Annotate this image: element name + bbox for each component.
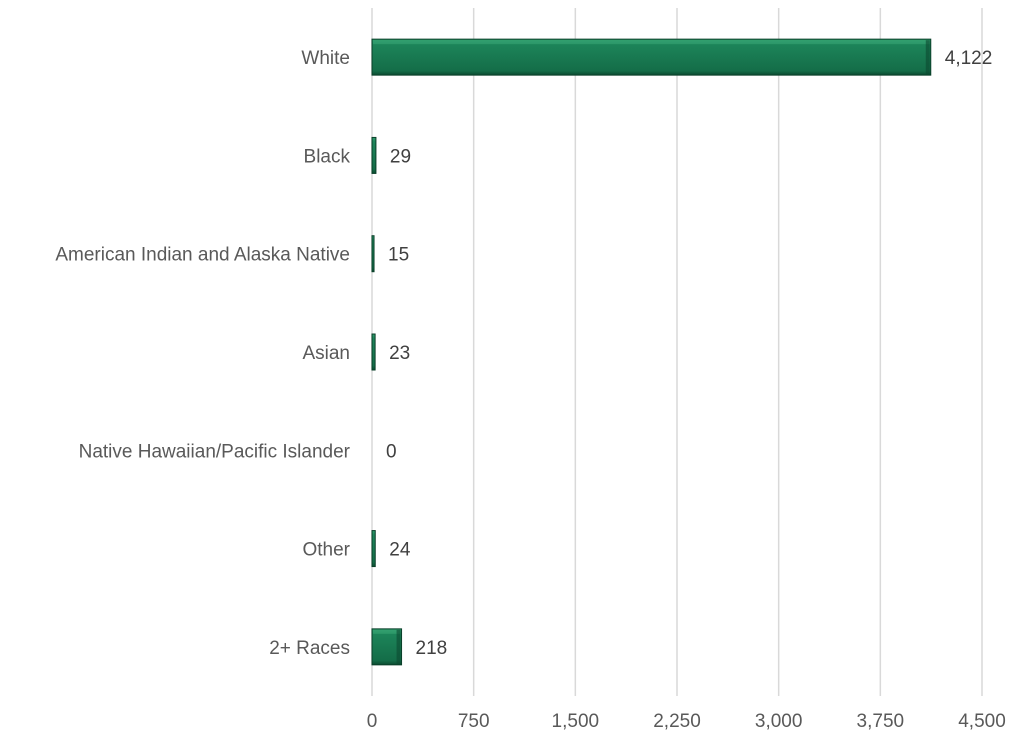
- x-tick-label: 0: [367, 711, 378, 732]
- data-label: 23: [389, 343, 410, 364]
- bars: [371, 38, 932, 666]
- bar: [371, 628, 403, 666]
- data-label: 15: [388, 245, 409, 266]
- bar: [371, 38, 932, 76]
- data-label: 4,122: [945, 48, 993, 69]
- bar: [371, 530, 376, 568]
- data-label: 0: [386, 441, 397, 462]
- x-tick-label: 3,000: [755, 711, 803, 732]
- category-label: Asian: [302, 343, 350, 364]
- category-label: Black: [304, 146, 351, 167]
- category-label: American Indian and Alaska Native: [55, 245, 350, 266]
- x-tick-label: 2,250: [653, 711, 701, 732]
- category-label: White: [301, 48, 350, 69]
- x-tick-label: 1,500: [552, 711, 600, 732]
- data-label: 24: [389, 540, 411, 561]
- gridlines: [371, 8, 983, 696]
- data-label: 29: [390, 146, 411, 167]
- category-label: Other: [302, 540, 350, 561]
- bar: [371, 333, 376, 371]
- labels: 0 750 1,500 2,250 3,000 3,750 4,500 White 4,122 B…: [55, 48, 1005, 732]
- bar: [371, 136, 377, 174]
- category-label: 2+ Races: [269, 638, 350, 659]
- x-tick-label: 750: [458, 711, 490, 732]
- x-tick-label: 4,500: [958, 711, 1006, 732]
- data-label: 218: [416, 638, 448, 659]
- bar: [371, 235, 375, 273]
- x-tick-label: 3,750: [857, 711, 905, 732]
- category-label: Native Hawaiian/Pacific Islander: [79, 441, 351, 462]
